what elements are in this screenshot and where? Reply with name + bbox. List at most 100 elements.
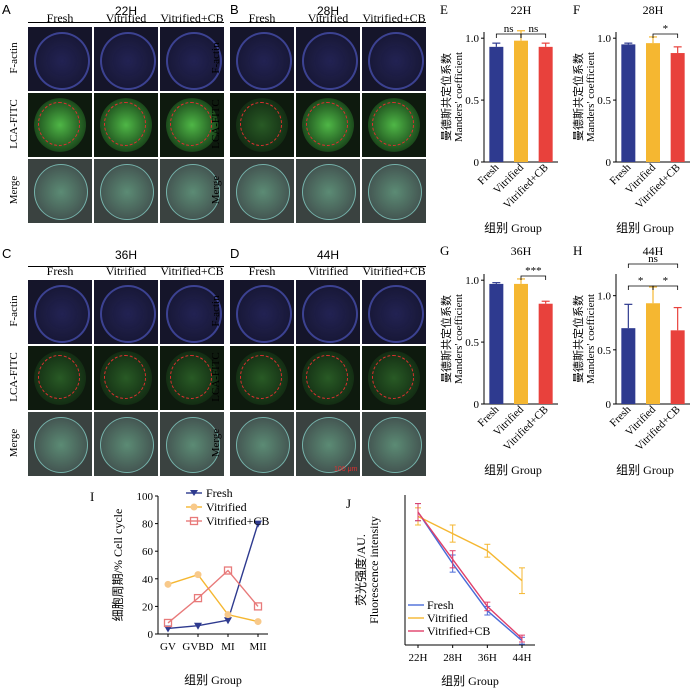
y-axis-label: Manders' coefficient	[453, 52, 465, 142]
micrograph	[160, 412, 224, 476]
micrograph	[230, 27, 294, 91]
micrograph	[28, 159, 92, 223]
significance-bracket	[627, 263, 679, 268]
bar	[514, 283, 528, 404]
oocyte-stain	[34, 98, 86, 152]
legend-label: Fresh	[427, 598, 454, 612]
cortex-outline	[372, 102, 414, 146]
y-axis-label: Manders' coefficient	[453, 294, 465, 384]
oocyte-stain	[34, 285, 90, 343]
column-label: Fresh	[46, 11, 74, 25]
y-axis-label-cn: 曼德斯共定位系数	[439, 53, 453, 141]
micrograph	[362, 27, 426, 91]
oocyte-stain	[302, 32, 358, 90]
oocyte-stain	[368, 98, 420, 152]
micrograph	[160, 280, 224, 344]
micrograph	[160, 27, 224, 91]
y-tick-label: 1.0	[597, 33, 611, 45]
legend-label: Vitrified+CB	[206, 514, 269, 528]
chart-title: 36H	[511, 244, 532, 258]
data-point	[194, 571, 202, 579]
x-tick-label: 36H	[478, 652, 497, 664]
column-label: Vitrified	[105, 264, 147, 278]
cortex-outline	[104, 355, 146, 399]
title-rule	[28, 22, 224, 23]
column-label: Vitrified	[105, 11, 147, 25]
micrograph	[230, 93, 294, 157]
micrograph	[362, 280, 426, 344]
micrograph	[160, 159, 224, 223]
oocyte-stain	[166, 98, 218, 152]
bar	[646, 43, 660, 163]
panel-title: 36H	[114, 248, 137, 262]
y-axis-label: 细胞周期/% Cell cycle	[111, 509, 125, 622]
y-tick-label: 0	[606, 399, 612, 411]
data-point	[224, 611, 232, 619]
y-tick-label: 0	[474, 157, 480, 169]
oocyte-stain	[34, 32, 90, 90]
y-axis-label: Manders' coefficient	[585, 52, 597, 142]
y-tick-label: 80	[142, 519, 154, 531]
panel-letter: I	[90, 489, 94, 504]
legend-marker	[189, 516, 199, 526]
significance-label: *	[663, 23, 669, 35]
micrograph	[362, 93, 426, 157]
oocyte-stain	[34, 351, 86, 405]
micrograph	[296, 346, 360, 410]
data-point	[194, 622, 202, 630]
panel-letter: F	[573, 2, 580, 17]
oocyte-stain	[34, 164, 88, 220]
cortex-outline	[38, 355, 80, 399]
x-tick-label: MII	[249, 641, 266, 653]
x-tick-label: 22H	[409, 652, 428, 664]
micrograph	[362, 412, 426, 476]
title-rule	[230, 22, 426, 23]
oocyte-stain	[368, 417, 422, 473]
column-label: Vitrified	[307, 264, 349, 278]
panel-letter: G	[440, 243, 449, 258]
bar	[489, 46, 504, 162]
column-label: Vitrified+CB	[362, 11, 426, 25]
x-axis-label: 组别 Group	[484, 221, 542, 235]
data-point	[163, 618, 173, 628]
data-point	[193, 593, 203, 603]
y-tick-label: 0	[474, 399, 480, 411]
y-axis-label-cn: 曼德斯共定位系数	[571, 53, 585, 141]
significance-label: ns	[648, 253, 658, 265]
legend-marker	[190, 490, 198, 496]
cortex-outline	[240, 355, 282, 399]
panel-letter: J	[346, 496, 351, 511]
oocyte-stain	[100, 32, 156, 90]
y-tick-label: 0	[148, 629, 154, 641]
oocyte-stain	[302, 285, 358, 343]
oocyte-stain	[166, 417, 220, 473]
oocyte-stain	[34, 417, 88, 473]
y-tick-label: 1.0	[465, 33, 479, 45]
micrograph	[296, 27, 360, 91]
significance-label: ns	[528, 23, 538, 35]
micrograph	[28, 27, 92, 91]
x-axis-label: 组别 Group	[184, 673, 242, 687]
data-point	[253, 602, 263, 611]
data-point	[224, 617, 232, 625]
y-axis-label-cn: 曼德斯共定位系数	[439, 295, 453, 383]
column-label: Vitrified	[307, 11, 349, 25]
data-point	[223, 566, 233, 575]
column-label: Vitrified+CB	[160, 11, 224, 25]
y-tick-label: 0.5	[465, 337, 479, 349]
y-tick-label: 0	[606, 157, 612, 169]
significance-label: ns	[504, 23, 514, 35]
bar	[621, 328, 636, 404]
micrograph	[230, 412, 294, 476]
bar	[646, 303, 660, 404]
oocyte-stain	[236, 351, 288, 405]
y-axis-label-cn: 曼德斯共定位系数	[571, 295, 585, 383]
column-label: Fresh	[248, 11, 276, 25]
micrograph	[296, 159, 360, 223]
y-tick-label: 1.0	[465, 275, 479, 287]
y-tick-label: 0.5	[597, 95, 611, 107]
oocyte-stain	[236, 32, 292, 90]
micrograph	[28, 412, 92, 476]
bar	[670, 330, 685, 404]
data-point	[164, 625, 172, 633]
